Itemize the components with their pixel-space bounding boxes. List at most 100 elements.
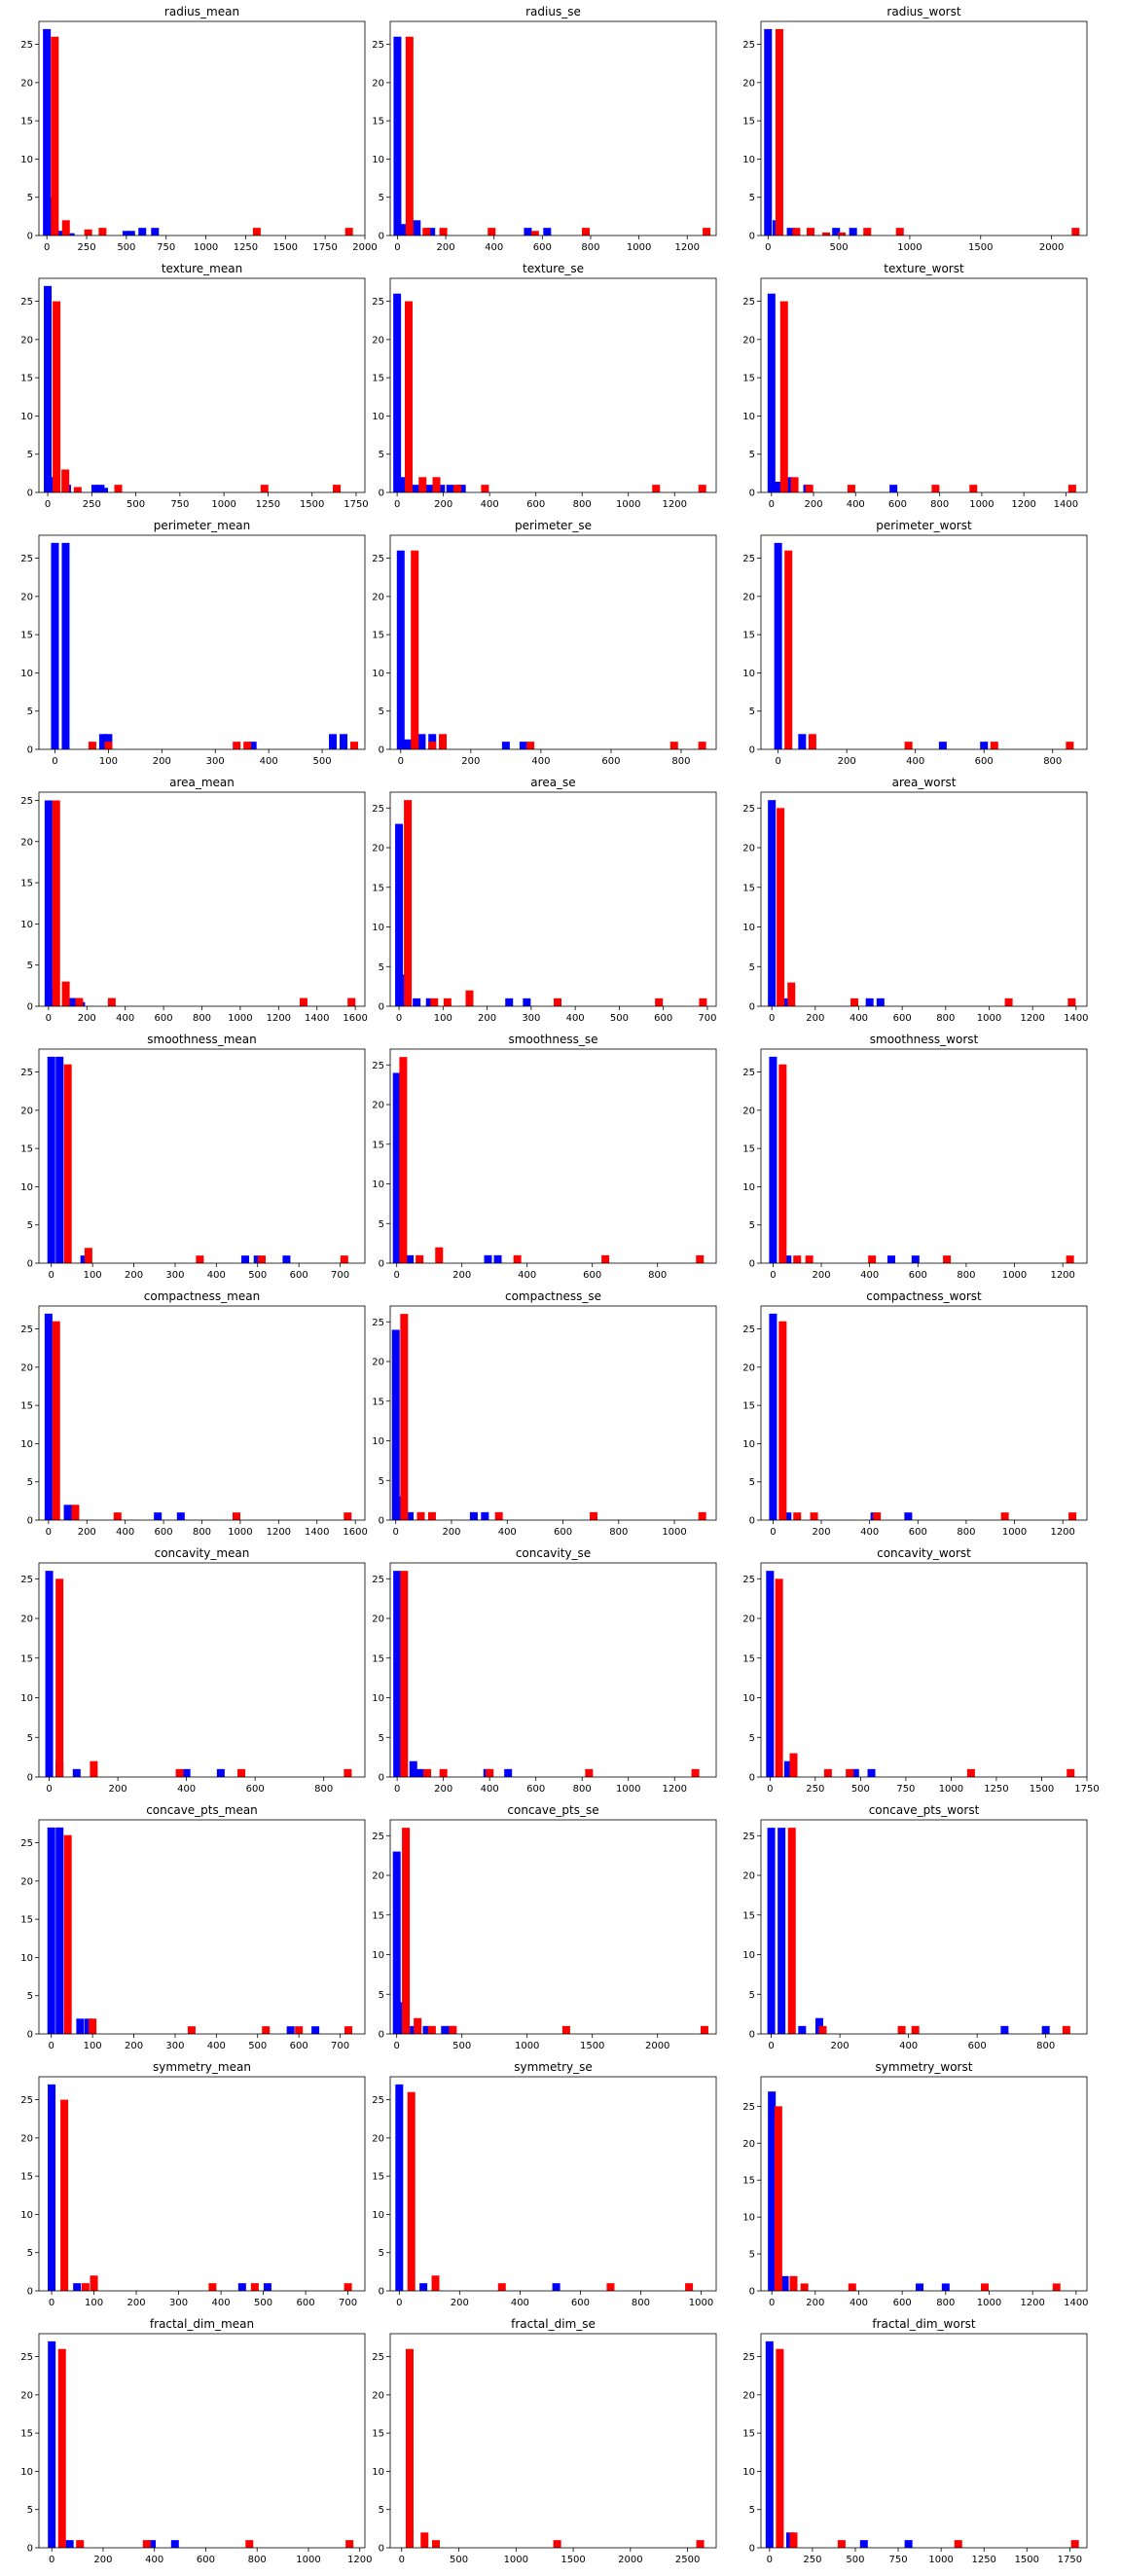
y-tick-label: 0 <box>749 232 755 242</box>
blue-bar <box>889 485 898 492</box>
blue-bar <box>406 1254 415 1263</box>
y-tick-label: 10 <box>742 412 755 422</box>
y-tick-label: 0 <box>379 2030 384 2041</box>
red-bar <box>990 742 998 749</box>
y-tick-label: 25 <box>20 1324 33 1335</box>
x-tick-label: 600 <box>888 499 907 510</box>
y-tick-label: 5 <box>27 2248 33 2259</box>
x-tick-label: 300 <box>206 756 225 767</box>
blue-bar <box>887 1255 895 1263</box>
y-tick-label: 20 <box>742 1871 755 1882</box>
x-tick-label: 200 <box>804 499 822 510</box>
x-tick-label: 1200 <box>347 2555 372 2565</box>
y-tick-label: 25 <box>742 297 755 308</box>
red-bar <box>601 1254 610 1263</box>
blue-bar <box>416 1768 424 1777</box>
axes-frame <box>38 2076 366 2292</box>
blue-bar <box>182 1768 191 1777</box>
axes-frame <box>760 277 1088 493</box>
y-tick-label: 20 <box>742 1106 755 1116</box>
x-tick-label: 0 <box>767 1784 773 1795</box>
y-tick-label: 15 <box>742 2429 755 2440</box>
y-tick-label: 25 <box>372 2095 384 2106</box>
x-tick-label: 600 <box>526 1784 545 1795</box>
x-tick-label: 600 <box>297 2298 315 2308</box>
red-bar <box>76 2540 85 2548</box>
y-tick-label: 10 <box>742 1439 755 1450</box>
red-bar <box>698 742 706 749</box>
y-tick-label: 5 <box>749 1733 755 1744</box>
blue-bar <box>911 1255 920 1263</box>
y-tick-label: 25 <box>20 2352 33 2363</box>
red-bar <box>71 1505 80 1520</box>
subplot-title: perimeter_se <box>515 519 592 532</box>
x-tick-label: 400 <box>498 1527 517 1538</box>
x-tick-label: 500 <box>830 242 849 253</box>
blue-bar <box>501 742 510 749</box>
x-tick-label: 300 <box>165 1270 184 1281</box>
blue-bar <box>523 998 531 1006</box>
x-tick-label: 0 <box>396 2298 402 2308</box>
blue-bar <box>151 228 160 236</box>
blue-bar <box>865 998 874 1006</box>
y-tick-label: 10 <box>372 155 384 165</box>
y-tick-label: 10 <box>20 2210 33 2221</box>
y-tick-label: 20 <box>372 335 384 345</box>
y-tick-label: 15 <box>742 883 755 893</box>
red-bar <box>52 1321 60 1520</box>
red-bar <box>114 485 123 492</box>
y-tick-label: 5 <box>749 962 755 973</box>
red-bar <box>187 2026 196 2034</box>
red-bar <box>823 1768 832 1777</box>
red-bar <box>904 742 913 749</box>
x-tick-label: 1200 <box>663 1784 687 1795</box>
blue-bar <box>524 228 532 236</box>
y-tick-label: 0 <box>27 2030 33 2041</box>
blue-bar <box>398 224 407 236</box>
red-bar <box>443 998 452 1006</box>
blue-bar <box>427 228 436 236</box>
blue-bar <box>504 1768 513 1777</box>
x-tick-label: 0 <box>46 1527 52 1538</box>
y-tick-label: 25 <box>20 1068 33 1078</box>
x-tick-label: 600 <box>155 1013 173 1024</box>
y-tick-label: 25 <box>742 2102 755 2113</box>
x-tick-label: 400 <box>145 2555 163 2565</box>
x-tick-label: 2000 <box>645 2041 669 2051</box>
x-tick-label: 2000 <box>1039 242 1064 253</box>
y-tick-label: 10 <box>742 2467 755 2478</box>
subplot-title: texture_mean <box>162 262 242 275</box>
x-tick-label: 200 <box>125 1270 143 1281</box>
y-tick-label: 20 <box>20 2133 33 2144</box>
subplot-title: compactness_se <box>505 1289 601 1303</box>
red-bar <box>51 36 59 236</box>
blue-bar <box>786 228 795 236</box>
red-bar <box>1066 742 1074 749</box>
axes-frame <box>38 1562 366 1778</box>
blue-bar <box>395 2084 404 2291</box>
x-tick-label: 600 <box>893 2298 912 2308</box>
y-tick-label: 20 <box>742 1615 755 1625</box>
x-tick-label: 0 <box>770 1527 776 1538</box>
x-tick-label: 1750 <box>1074 1784 1099 1795</box>
blue-bar <box>61 542 70 749</box>
red-bar <box>422 228 431 236</box>
blue-bar <box>552 2283 560 2291</box>
red-bar <box>411 550 419 749</box>
red-bar <box>262 2026 271 2034</box>
y-tick-label: 5 <box>27 193 33 203</box>
y-tick-label: 25 <box>742 40 755 51</box>
y-tick-label: 10 <box>742 923 755 933</box>
red-bar <box>439 1768 448 1777</box>
y-tick-label: 0 <box>379 745 384 756</box>
x-tick-label: 1250 <box>971 2555 995 2565</box>
x-tick-label: 400 <box>850 2298 868 2308</box>
red-bar <box>89 2018 97 2034</box>
axes-frame <box>760 2333 1088 2549</box>
y-tick-label: 20 <box>742 592 755 602</box>
red-bar <box>427 2025 436 2034</box>
y-tick-label: 15 <box>372 2172 384 2183</box>
y-tick-label: 10 <box>20 155 33 165</box>
blue-bar <box>1041 2025 1050 2034</box>
red-bar <box>260 485 269 492</box>
